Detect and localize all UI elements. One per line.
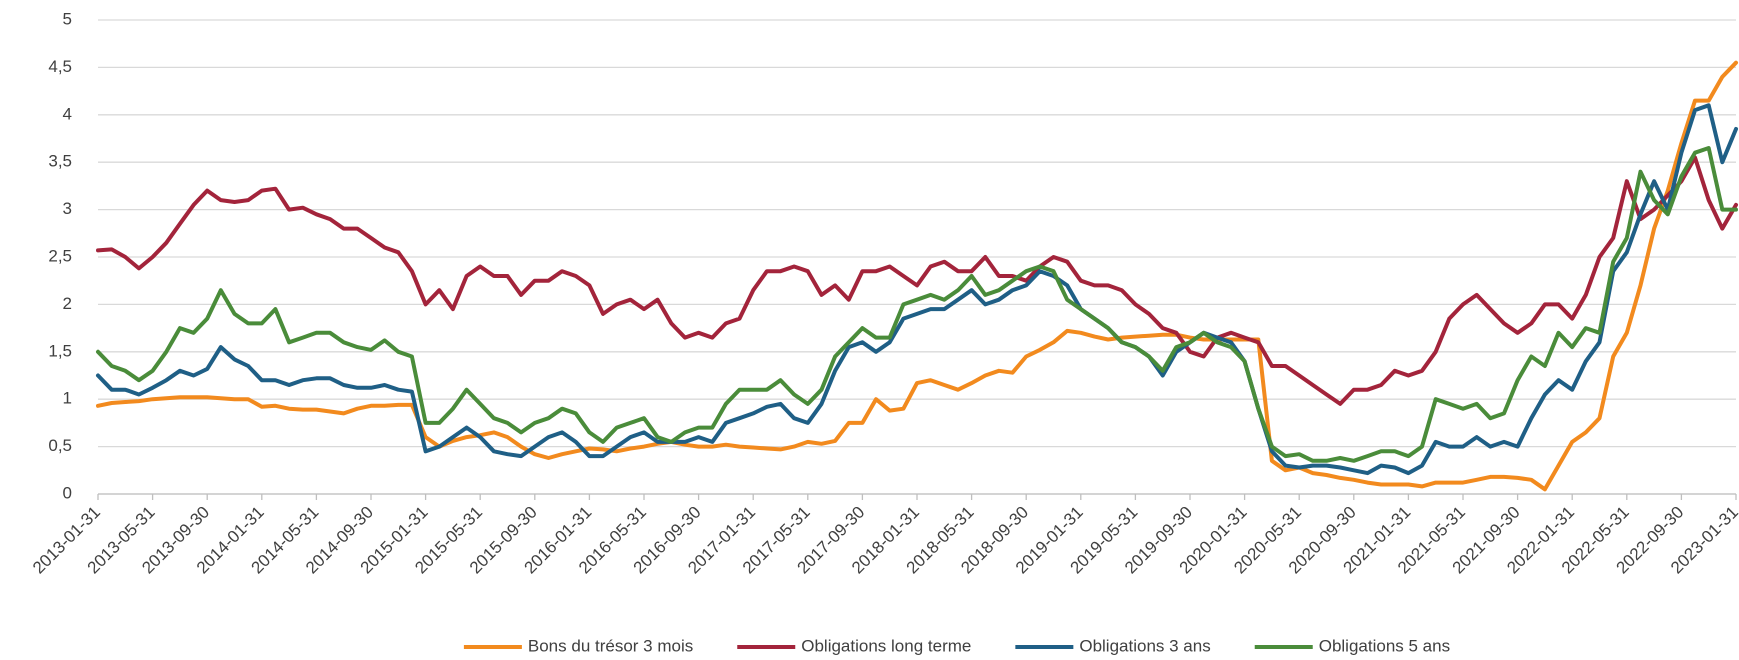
legend-label: Obligations 3 ans (1079, 636, 1210, 655)
y-tick-label: 4,5 (48, 57, 72, 76)
y-tick-label: 2,5 (48, 246, 72, 265)
y-tick-label: 0 (63, 483, 72, 502)
y-tick-label: 2 (63, 294, 72, 313)
y-tick-label: 3 (63, 199, 72, 218)
y-tick-label: 3,5 (48, 152, 72, 171)
y-tick-label: 1 (63, 389, 72, 408)
legend-label: Obligations long terme (801, 636, 971, 655)
legend-label: Obligations 5 ans (1319, 636, 1450, 655)
y-tick-label: 5 (63, 9, 72, 28)
y-tick-label: 4 (63, 104, 72, 123)
series-line (96, 60, 1738, 492)
series-line (96, 155, 1738, 406)
legend-label: Bons du trésor 3 mois (528, 636, 693, 655)
y-tick-label: 0,5 (48, 436, 72, 455)
y-tick-label: 1,5 (48, 341, 72, 360)
series-line (96, 146, 1738, 463)
series-line (96, 103, 1738, 476)
